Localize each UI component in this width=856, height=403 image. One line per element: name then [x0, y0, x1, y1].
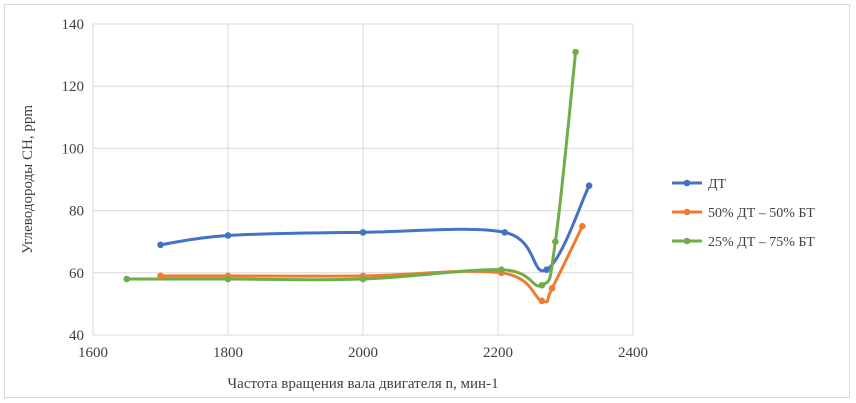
data-point-series-3 [359, 275, 367, 283]
x-tick-label: 1800 [213, 345, 243, 361]
x-axis-label: Частота вращения вала двигателя n, мин-1 [227, 376, 498, 392]
data-point-series-2 [579, 222, 586, 230]
y-tick-label: 140 [62, 17, 85, 33]
series-line-1 [159, 184, 591, 273]
x-tick-label: 2000 [348, 345, 378, 361]
series-line-3 [125, 50, 578, 288]
data-point-series-1 [501, 229, 509, 236]
data-point-series-2 [157, 272, 164, 280]
data-point-series-3 [538, 281, 546, 289]
legend-marker-1 [683, 179, 691, 187]
legend-marker-2 [683, 208, 691, 216]
legend-label-2: 50% ДТ – 50% БТ [708, 206, 815, 221]
data-point-series-3 [552, 238, 559, 245]
data-point-series-1 [543, 266, 550, 273]
data-point-series-3 [498, 266, 505, 273]
data-point-series-1 [157, 241, 164, 249]
x-tick-label: 2400 [618, 345, 648, 361]
data-point-series-3 [224, 275, 232, 283]
y-tick-label: 60 [69, 266, 84, 282]
data-point-series-2 [538, 297, 546, 305]
x-tick-labels: 1600 1800 2000 2200 2400 [78, 345, 648, 361]
legend-label-1: ДТ [708, 177, 727, 192]
x-tick-label: 1600 [78, 345, 108, 361]
x-tick-label: 2200 [483, 345, 513, 361]
y-tick-label: 40 [69, 328, 84, 344]
y-tick-label: 100 [62, 141, 85, 157]
data-point-series-1 [585, 182, 593, 190]
y-axis-label: Углеводороды СН, ppm [20, 105, 36, 254]
legend-marker-3 [683, 237, 691, 245]
data-point-series-1 [359, 229, 367, 236]
y-tick-label: 120 [62, 79, 85, 95]
legend: ДТ 50% ДТ – 50% БТ 25% ДТ – 75% БТ [672, 177, 815, 250]
data-point-series-3 [572, 48, 579, 56]
chart-frame [4, 4, 850, 398]
data-point-series-1 [224, 232, 232, 239]
data-point-series-2 [548, 285, 556, 292]
series-points [123, 48, 593, 305]
y-tick-label: 80 [69, 204, 84, 220]
y-tick-labels: 40 60 80 100 120 140 [62, 17, 85, 344]
series-lines [125, 50, 591, 304]
data-point-series-3 [123, 275, 131, 283]
legend-label-3: 25% ДТ – 75% БТ [708, 235, 815, 250]
grid-lines [92, 23, 634, 336]
